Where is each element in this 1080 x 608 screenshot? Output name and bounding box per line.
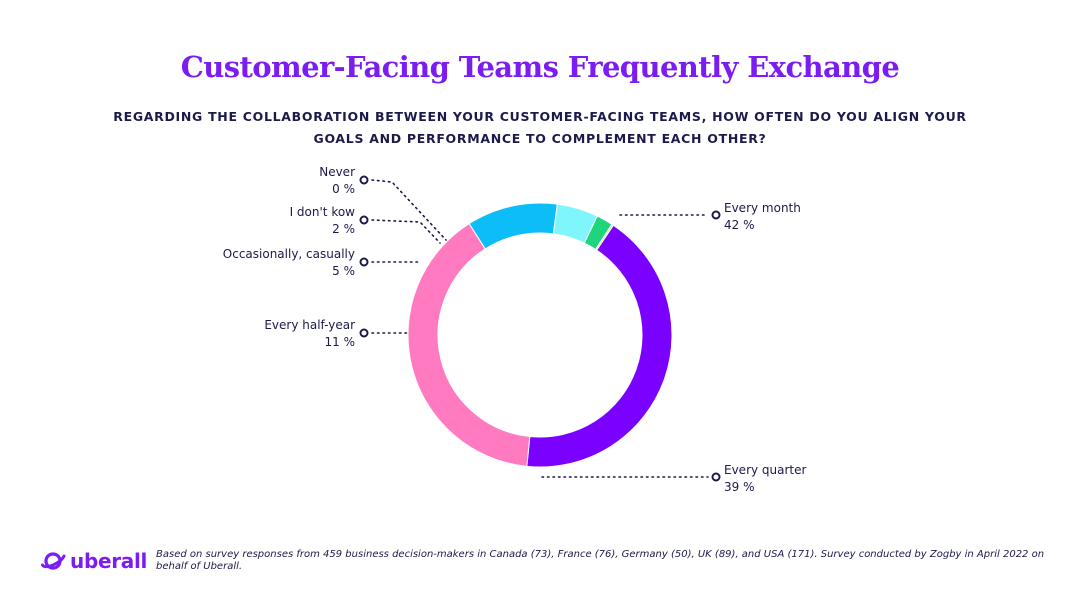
logo-wordmark: uberall <box>70 549 148 573</box>
slice-every-half-year <box>468 202 558 250</box>
callout-every-half-year: Every half-year 11 % <box>264 318 409 349</box>
callout-dot <box>359 257 369 267</box>
slice-value-label: 39 % <box>724 480 755 494</box>
callout-every-month: Every month 42 % <box>619 201 801 232</box>
survey-question: REGARDING THE COLLABORATION BETWEEN YOUR… <box>113 109 967 146</box>
slice-label: Every quarter <box>724 463 807 477</box>
callout-dot <box>711 210 721 220</box>
slice-value-label: 11 % <box>325 335 356 349</box>
uberall-logo: uberall <box>40 547 147 575</box>
uberall-planet-logo-icon <box>41 552 66 570</box>
slice-callouts: Every month 42 % Every quarter 39 % Every ha… <box>223 165 807 494</box>
survey-footnote: Based on survey responses from 459 busin… <box>156 549 1045 572</box>
slice-label: Occasionally, casually <box>223 247 355 261</box>
slice-value-label: 2 % <box>332 222 355 236</box>
slice-value-label: 42 % <box>724 218 755 232</box>
leader-line <box>371 219 441 244</box>
callout-every-quarter: Every quarter 39 % <box>541 463 807 494</box>
slice-label: Every month <box>724 201 801 215</box>
slice-value-label: 0 % <box>332 182 355 196</box>
slice-label: I don't kow <box>290 205 356 219</box>
page-title: Customer-Facing Teams Frequently Exchang… <box>180 50 900 84</box>
callout-dot <box>359 328 369 338</box>
callout-occasionally-casually: Occasionally, casually 5 % <box>223 247 421 278</box>
callout-i-don-t-kow: I don't kow 2 % <box>290 205 441 244</box>
slice-label: Every half-year <box>264 318 355 332</box>
callout-dot <box>711 472 721 482</box>
callout-dot <box>359 175 369 185</box>
leader-line <box>371 179 447 241</box>
slice-every-quarter <box>407 222 531 467</box>
slice-label: Never <box>319 165 355 179</box>
slice-value-label: 5 % <box>332 264 355 278</box>
callout-dot <box>359 215 369 225</box>
donut-slices <box>407 202 673 468</box>
callout-never: Never 0 % <box>319 165 447 241</box>
slice-never <box>594 223 615 251</box>
slice-every-month <box>526 223 673 468</box>
